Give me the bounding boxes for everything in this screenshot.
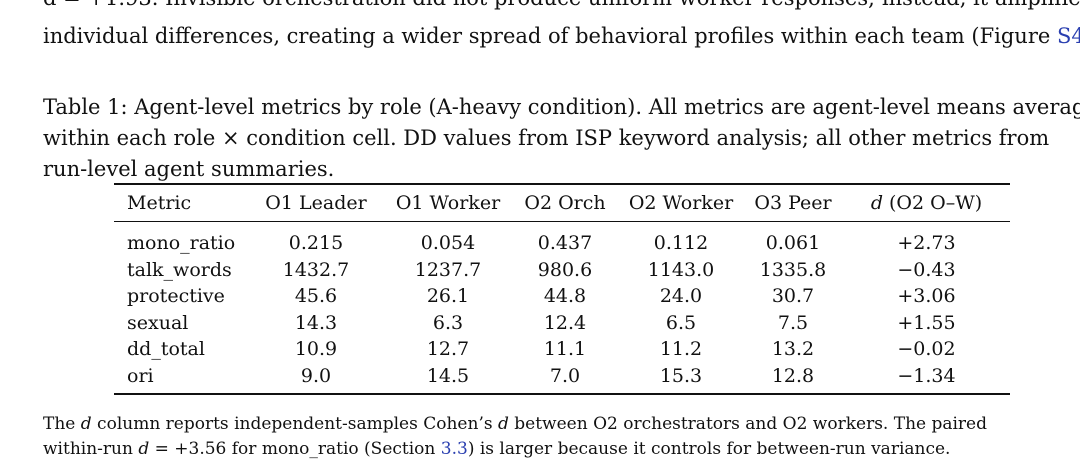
table-row: mono_ratio 0.215 0.054 0.437 0.112 0.061… (114, 222, 1010, 257)
table-cell: 12.7 (426, 338, 470, 361)
body-text-segment: individual differences, creating a wider… (43, 24, 1057, 48)
table-cell: 15.3 (659, 364, 703, 387)
table-bottom-rule (114, 393, 1010, 395)
note-text: within-run (43, 439, 139, 459)
table-header-cell: O2 Worker (628, 192, 734, 214)
table-cell: 13.2 (771, 338, 815, 361)
table-caption-line: run-level agent summaries. (43, 157, 335, 181)
table-cell: 1335.8 (759, 258, 827, 281)
table-cell: 1143.0 (647, 258, 715, 281)
table-cell: +3.06 (897, 285, 956, 308)
table-cell: 11.1 (543, 338, 587, 361)
note-text: The (43, 414, 81, 434)
table-header-row: Metric O1 Leader O1 Worker O2 Orch O2 Wo… (114, 185, 1010, 221)
table-row: sexual 14.3 6.3 12.4 6.5 7.5 +1.55 (114, 310, 1010, 337)
table-cell: mono_ratio (127, 232, 236, 255)
table-cell: 0.437 (537, 232, 593, 255)
table-cell: 14.3 (294, 311, 338, 334)
table-cell: 980.6 (537, 258, 593, 281)
table-cell: protective (127, 285, 225, 308)
table-header-cell: O1 Worker (395, 192, 501, 214)
table-cell: ori (127, 364, 154, 387)
note-text: ) is larger because it controls for betw… (467, 439, 951, 459)
table-caption-line: within each role × condition cell. DD va… (43, 126, 1050, 150)
table-header-cell: O2 Orch (524, 192, 606, 214)
table-cell: −0.02 (897, 338, 956, 361)
table-cell: 6.5 (665, 311, 697, 334)
table-header-cell: Metric (127, 192, 192, 214)
metrics-table: Metric O1 Leader O1 Worker O2 Orch O2 Wo… (114, 183, 1010, 395)
table-cell: 0.215 (288, 232, 344, 255)
table-cell: 26.1 (426, 285, 470, 308)
table-cell: 7.5 (777, 311, 809, 334)
table-cell: 9.0 (300, 364, 332, 387)
table-body: Metric O1 Leader O1 Worker O2 Orch O2 Wo… (114, 185, 1010, 221)
table-cell: 30.7 (771, 285, 815, 308)
table-data: mono_ratio 0.215 0.054 0.437 0.112 0.061… (114, 222, 1010, 393)
table-header-text: (O2 O–W) (882, 192, 983, 214)
table-cell: 12.8 (771, 364, 815, 387)
table-cell: −1.34 (897, 364, 956, 387)
table-cell: 10.9 (294, 338, 338, 361)
table-row: protective 45.6 26.1 44.8 24.0 30.7 +3.0… (114, 283, 1010, 310)
body-text-line-partial: d = +1.93. Invisible orchestration did n… (43, 0, 1080, 10)
table-row: ori 9.0 14.5 7.0 15.3 12.8 −1.34 (114, 363, 1010, 394)
table-note-line: The d column reports independent-samples… (43, 413, 987, 435)
table-top-rule (114, 183, 1010, 185)
table-row: dd_total 10.9 12.7 11.1 11.2 13.2 −0.02 (114, 336, 1010, 363)
table-cell: +1.55 (897, 311, 956, 334)
table-cell: 0.112 (653, 232, 709, 255)
table-note-line: within-run d = +3.56 for mono_ratio (Sec… (43, 438, 950, 460)
table-cell: 1237.7 (414, 258, 482, 281)
section-reference-link[interactable]: 3.3 (440, 439, 468, 459)
table-cell: 1432.7 (282, 258, 350, 281)
table-cell: 0.054 (420, 232, 476, 255)
note-text: = +3.56 for mono_ratio (Section (149, 439, 441, 459)
table-cell: −0.43 (897, 258, 956, 281)
table-cell: 44.8 (543, 285, 587, 308)
cohens-d-symbol: d (138, 439, 150, 459)
note-text: between O2 orchestrators and O2 workers.… (508, 414, 987, 434)
table-cell: 0.061 (765, 232, 821, 255)
table-cell: 45.6 (294, 285, 338, 308)
table-cell: 7.0 (549, 364, 581, 387)
table-cell: 14.5 (426, 364, 470, 387)
table-row: talk_words 1432.7 1237.7 980.6 1143.0 13… (114, 257, 1010, 284)
table-cell: 11.2 (659, 338, 703, 361)
note-text: column reports independent-samples Cohen… (91, 414, 498, 434)
cohens-d-symbol: d (497, 414, 509, 434)
table-cell: sexual (127, 311, 189, 334)
table-mid-rule (114, 221, 1010, 222)
table-cell: talk_words (127, 258, 232, 281)
table-cell: 12.4 (543, 311, 587, 334)
table-cell: 24.0 (659, 285, 703, 308)
table-header-cell: O1 Leader (265, 192, 367, 214)
table-cell: dd_total (127, 338, 205, 361)
table-cell: 6.3 (432, 311, 464, 334)
body-text-line: individual differences, creating a wider… (43, 24, 1080, 48)
table-header-cell: d (O2 O–W) (843, 185, 1010, 221)
figure-reference-link[interactable]: S4 (1056, 24, 1080, 48)
table-header-cell: O3 Peer (754, 192, 832, 214)
cohens-d-symbol: d (870, 192, 883, 214)
table-cell: +2.73 (897, 232, 956, 255)
table-caption-line: Table 1: Agent-level metrics by role (A-… (43, 95, 1080, 119)
cohens-d-symbol: d (80, 414, 92, 434)
